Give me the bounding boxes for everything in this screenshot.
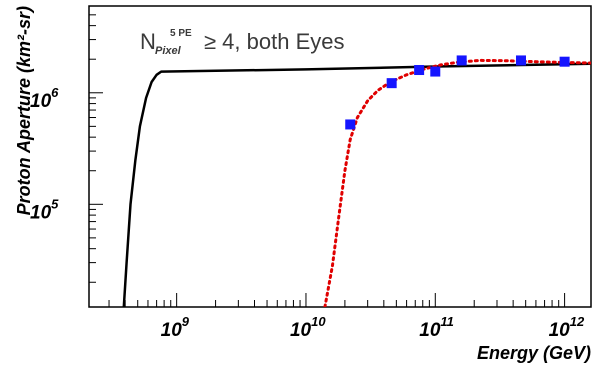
annotation-subscript: Pixel — [155, 45, 182, 57]
annotation-base: N — [140, 29, 156, 54]
data-marker — [515, 55, 526, 66]
fit-curve-line — [323, 58, 591, 307]
annotation-superscript: 5 PE — [170, 28, 192, 39]
series-layer — [122, 55, 591, 307]
x-tick-label: 1012 — [549, 314, 585, 341]
data-marker — [386, 78, 397, 89]
y-axis-title: Proton Aperture (km²-sr) — [14, 6, 34, 215]
annotation-text: ≥ 4, both Eyes — [204, 29, 345, 54]
axis-ticks — [89, 5, 566, 307]
data-marker — [456, 55, 467, 66]
data-marker — [345, 119, 356, 130]
svg-text:Pixel: Pixel — [155, 45, 182, 57]
svg-text:≥ 4, both Eyes: ≥ 4, both Eyes — [204, 29, 345, 54]
tick-labels: 109 1010 1011 1012 105 106 — [30, 85, 585, 341]
data-marker — [559, 56, 570, 67]
svg-text:5 PE: 5 PE — [170, 28, 192, 39]
data-marker — [414, 65, 425, 76]
x-tick-label: 1011 — [419, 314, 454, 341]
data-marker — [430, 66, 441, 77]
x-tick-label: 109 — [161, 314, 190, 341]
y-tick-label: 105 — [30, 196, 59, 223]
svg-text:N: N — [140, 29, 156, 54]
x-tick-label: 1010 — [290, 314, 326, 341]
plot-frame — [88, 5, 592, 308]
y-tick-label: 106 — [30, 85, 59, 112]
x-axis-title: Energy (GeV) — [477, 343, 591, 363]
aperture-curve-line — [122, 62, 591, 307]
annotation-box: N Pixel 5 PE ≥ 4, both Eyes — [140, 28, 345, 57]
